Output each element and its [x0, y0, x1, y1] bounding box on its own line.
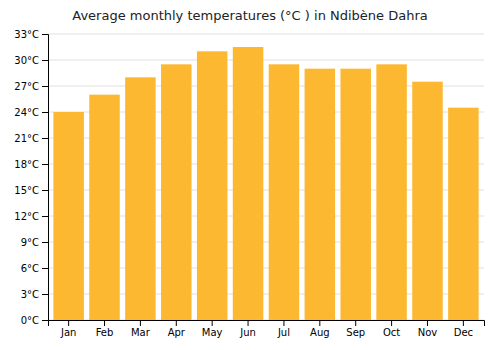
x-tick-label: Jan — [60, 327, 76, 338]
y-tick: 9°C — [21, 237, 48, 248]
y-tick: 0°C — [21, 315, 48, 326]
x-tick: Jul — [277, 320, 290, 338]
bars — [53, 47, 478, 320]
x-tick-label: May — [202, 327, 223, 338]
y-tick-mark — [42, 34, 48, 35]
x-tick-label: Sep — [346, 327, 365, 338]
x-tick-mark — [212, 320, 213, 326]
y-tick-mark — [42, 294, 48, 295]
bar — [412, 82, 443, 320]
y-tick-mark — [42, 60, 48, 61]
y-tick-mark — [42, 164, 48, 165]
x-tick-mark — [463, 320, 464, 326]
x-axis-line — [49, 321, 485, 327]
chart: 0°C 3°C 6°C 9°C 12°C 15°C 18°C 21°C 24°C 27°C 30°C… — [0, 0, 500, 350]
bar — [197, 51, 228, 320]
x-tick-label: Dec — [454, 327, 473, 338]
x-tick: May — [202, 320, 223, 338]
y-tick-label: 6°C — [21, 263, 39, 274]
x-tick-mark — [176, 320, 177, 326]
x-tick-mark — [68, 320, 69, 326]
bar — [448, 108, 479, 320]
bar — [89, 95, 120, 320]
x-tick: Apr — [168, 320, 186, 338]
x-tick-mark — [355, 320, 356, 326]
y-tick: 27°C — [14, 81, 48, 92]
y-tick: 12°C — [14, 211, 48, 222]
y-tick-label: 24°C — [14, 107, 39, 118]
x-tick: Jun — [239, 320, 256, 338]
y-tick-mark — [42, 112, 48, 113]
x-tick: Jan — [60, 320, 76, 338]
y-tick-mark — [42, 86, 48, 87]
y-tick-label: 21°C — [14, 133, 39, 144]
y-tick-mark — [42, 242, 48, 243]
y-tick-mark — [42, 190, 48, 191]
y-tick-mark — [42, 268, 48, 269]
y-tick-mark — [42, 320, 48, 321]
y-tick-label: 3°C — [21, 289, 39, 300]
y-tick: 30°C — [14, 55, 48, 66]
grid — [48, 34, 484, 320]
y-tick: 6°C — [21, 263, 48, 274]
bar — [269, 64, 300, 320]
grid-line — [48, 34, 484, 35]
y-tick: 18°C — [14, 159, 48, 170]
y-tick-label: 15°C — [14, 185, 39, 196]
x-tick-mark — [248, 320, 249, 326]
y-tick-mark — [42, 138, 48, 139]
bar — [53, 112, 84, 320]
x-tick: Nov — [418, 320, 438, 338]
y-tick: 24°C — [14, 107, 48, 118]
x-tick-mark — [319, 320, 320, 326]
x-tick: Oct — [383, 320, 400, 338]
y-tick-label: 33°C — [14, 29, 39, 40]
x-tick-label: Mar — [131, 327, 151, 338]
x-tick-label: Jul — [277, 327, 290, 338]
y-tick-label: 27°C — [14, 81, 39, 92]
x-tick: Feb — [96, 320, 114, 338]
y-axis-line — [42, 35, 49, 321]
x-tick-mark — [427, 320, 428, 326]
x-tick: Dec — [454, 320, 473, 338]
y-tick-label: 0°C — [21, 315, 39, 326]
x-tick: Aug — [310, 320, 330, 338]
title: Average monthly temperatures (°C ) in Nd… — [72, 8, 427, 23]
bar — [233, 47, 264, 320]
y-tick-label: 30°C — [14, 55, 39, 66]
x-tick-label: Feb — [96, 327, 114, 338]
y-tick-label: 12°C — [14, 211, 39, 222]
y-tick-label: 9°C — [21, 237, 39, 248]
x-tick-label: Aug — [310, 327, 330, 338]
x-tick-label: Nov — [418, 327, 438, 338]
y-tick-mark — [42, 216, 48, 217]
x-tick: Mar — [131, 320, 151, 338]
y-tick: 15°C — [14, 185, 48, 196]
x-axis: Jan Feb Mar Apr May Jun Jul Aug Sep Oct Nov Dec — [49, 320, 485, 338]
bar — [305, 69, 336, 320]
y-axis: 0°C 3°C 6°C 9°C 12°C 15°C 18°C 21°C 24°C 27°C 30°C… — [14, 29, 48, 326]
x-tick-mark — [104, 320, 105, 326]
y-tick: 33°C — [14, 29, 48, 40]
x-tick-label: Apr — [168, 327, 186, 338]
y-tick-label: 18°C — [14, 159, 39, 170]
y-tick: 3°C — [21, 289, 48, 300]
x-tick-mark — [283, 320, 284, 326]
bar — [125, 77, 156, 320]
x-tick-mark — [391, 320, 392, 326]
x-tick-label: Jun — [239, 327, 256, 338]
bar — [340, 69, 371, 320]
grid-line — [48, 60, 484, 61]
x-tick: Sep — [346, 320, 365, 338]
x-tick-mark — [140, 320, 141, 326]
bar — [376, 64, 407, 320]
plot: 0°C 3°C 6°C 9°C 12°C 15°C 18°C 21°C 24°C 27°C 30°C… — [14, 29, 484, 338]
y-tick: 21°C — [14, 133, 48, 144]
bar — [161, 64, 192, 320]
x-tick-label: Oct — [383, 327, 400, 338]
